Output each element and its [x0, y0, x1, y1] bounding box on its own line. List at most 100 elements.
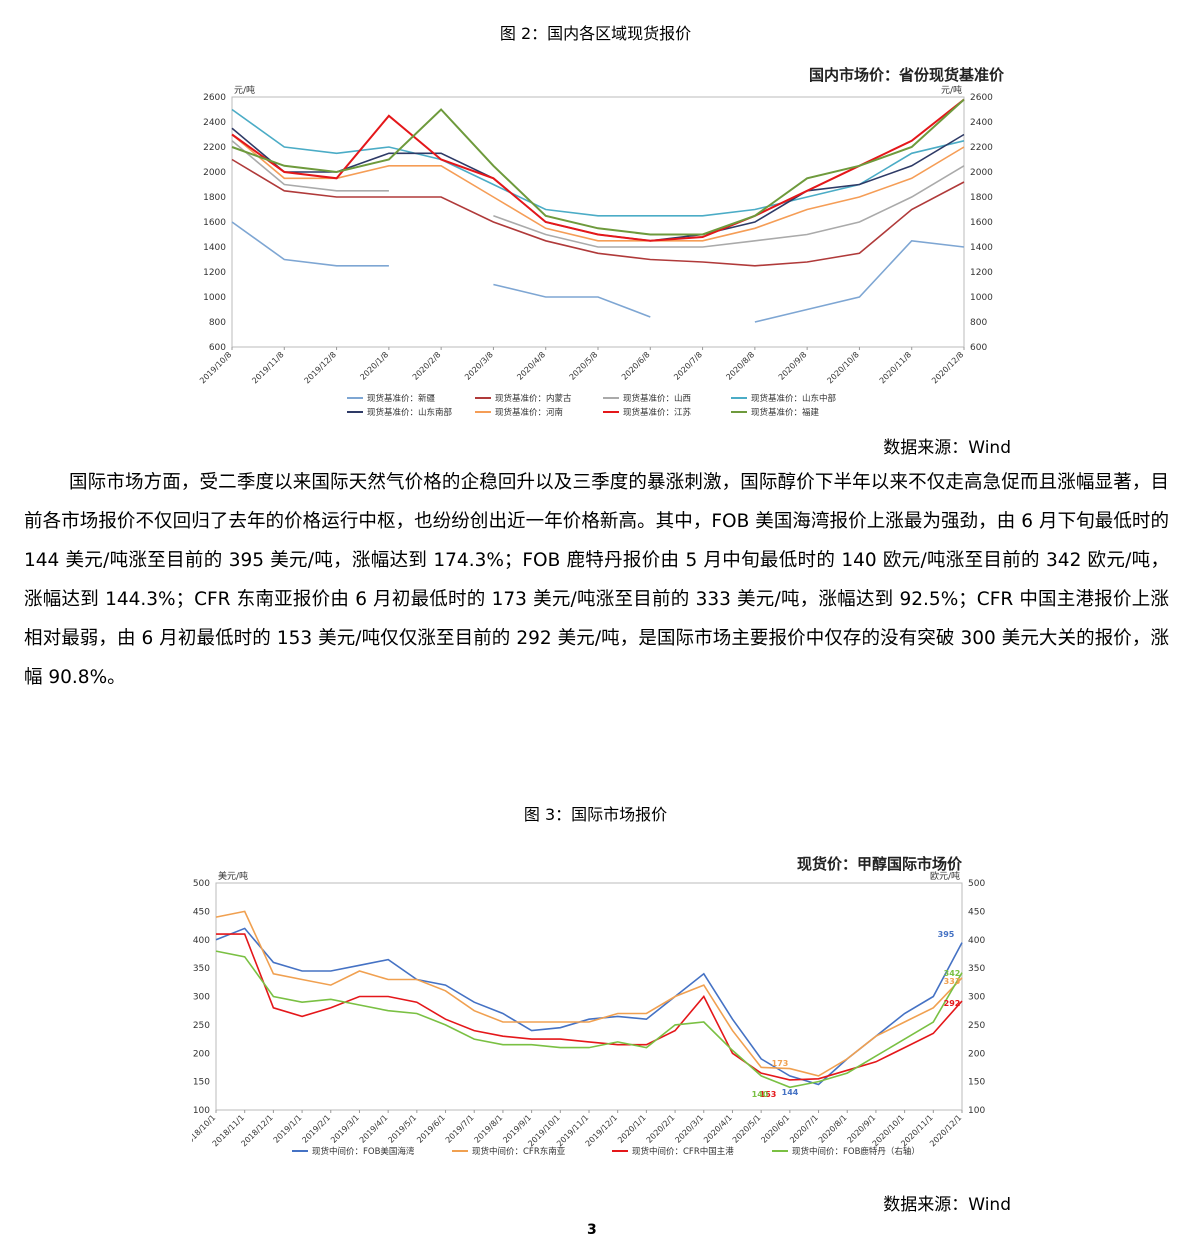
data-annotation: 292 [944, 999, 961, 1008]
legend-label: 现货基准价：山东南部 [367, 407, 453, 418]
y-tick-right-label: 350 [968, 964, 985, 974]
x-tick-label: 2020/1/8 [358, 350, 390, 382]
x-tick-label: 2019/5/1 [386, 1113, 418, 1145]
x-tick-label: 2020/3/1 [673, 1113, 705, 1145]
y-tick-left-label: 1000 [203, 293, 226, 303]
x-tick-label: 2019/11/8 [250, 350, 285, 385]
series-line-8 [231, 98, 965, 236]
x-tick-label: 2020/9/8 [777, 350, 809, 382]
y-tick-left-label: 300 [193, 993, 210, 1003]
domestic-price-chart: 国内市场价：省份现货基准价 元/吨 元/吨 600 600 800 800 1000 1000 1… [192, 60, 1010, 430]
y-axis-right-unit: 欧元/吨 [930, 870, 960, 882]
legend-label: 现货基准价：福建 [751, 407, 820, 418]
page-number: 3 [587, 1222, 597, 1238]
x-tick-label: 2019/6/1 [415, 1113, 447, 1145]
legend-label: 现货中间价：CFR东南亚 [472, 1146, 566, 1157]
x-tick-label: 2019/10/8 [198, 350, 233, 385]
y-tick-right-label: 450 [968, 907, 985, 917]
y-tick-left-label: 200 [193, 1049, 210, 1059]
x-tick-label: 2019/1/1 [272, 1113, 304, 1145]
y-tick-left-label: 250 [193, 1021, 210, 1031]
y-tick-right-label: 2400 [970, 118, 993, 128]
x-tick-label: 2020/2/1 [645, 1113, 677, 1145]
x-tick-label: 2019/7/1 [444, 1113, 476, 1145]
figure-2-caption: 图 2：国内各区域现货报价 [499, 24, 692, 43]
y-tick-left-label: 100 [193, 1106, 210, 1116]
y-tick-right-label: 2000 [970, 168, 993, 178]
y-tick-right-label: 250 [968, 1021, 985, 1031]
y-axis-left-unit: 美元/吨 [218, 870, 248, 882]
series-line-4 [215, 950, 963, 1089]
y-tick-right-label: 1200 [970, 268, 993, 278]
y-tick-right-label: 600 [970, 343, 987, 353]
y-tick-right-label: 1800 [970, 193, 993, 203]
y-tick-right-label: 1400 [970, 243, 993, 253]
series-line-3 [216, 933, 963, 1081]
data-annotation: 140 [752, 1090, 769, 1099]
data-annotation: 144 [782, 1088, 799, 1097]
y-tick-left-label: 1800 [203, 193, 226, 203]
y-tick-left-label: 450 [193, 907, 210, 917]
body-paragraph: 国际市场方面，受二季度以来国际天然气价格的企稳回升以及三季度的暴涨刺激，国际醇价… [24, 472, 1169, 688]
legend-label: 现货基准价：江苏 [623, 407, 692, 418]
y-axis-left-unit: 元/吨 [234, 84, 255, 96]
y-tick-right-label: 200 [968, 1049, 985, 1059]
data-annotation: 333 [944, 977, 961, 986]
plot-area [231, 96, 965, 348]
x-tick-label: 2020/7/1 [788, 1113, 820, 1145]
data-annotation: 342 [944, 969, 961, 978]
x-tick-label: 2019/8/1 [473, 1113, 505, 1145]
series-line-2 [215, 910, 963, 1077]
y-tick-right-label: 500 [968, 879, 985, 889]
y-tick-left-label: 150 [193, 1078, 210, 1088]
legend-label: 现货中间价：FOB鹿特丹（右轴） [792, 1146, 920, 1157]
legend-label: 现货基准价：山东中部 [751, 393, 837, 404]
series-line-3 [231, 140, 965, 248]
x-tick-label: 2020/4/1 [702, 1113, 734, 1145]
series-line-4 [231, 108, 965, 217]
x-tick-label: 2020/5/8 [568, 350, 600, 382]
x-tick-label: 2019/12/8 [303, 350, 338, 385]
y-tick-left-label: 2600 [203, 93, 226, 103]
x-tick-label: 2020/10/8 [825, 350, 860, 385]
x-tick-label: 2020/2/8 [411, 350, 443, 382]
legend-label: 现货基准价：新疆 [367, 393, 436, 404]
y-tick-left-label: 1400 [203, 243, 226, 253]
y-tick-right-label: 2200 [970, 143, 993, 153]
x-tick-label: 2020/11/8 [878, 350, 913, 385]
x-tick-label: 2020/5/1 [731, 1113, 763, 1145]
figure-3-source: 数据来源：Wind [883, 1195, 1011, 1215]
y-tick-left-label: 400 [193, 936, 210, 946]
y-tick-left-label: 350 [193, 964, 210, 974]
y-tick-right-label: 1000 [970, 293, 993, 303]
y-tick-right-label: 300 [968, 993, 985, 1003]
data-annotation: 395 [938, 930, 955, 939]
y-tick-left-label: 1200 [203, 268, 226, 278]
series-line-1 [215, 927, 963, 1086]
y-tick-left-label: 2200 [203, 143, 226, 153]
x-tick-label: 2019/3/1 [329, 1113, 361, 1145]
y-tick-right-label: 150 [968, 1078, 985, 1088]
data-annotation: 173 [772, 1059, 789, 1068]
x-tick-label: 2020/6/8 [620, 350, 652, 382]
plot-area [215, 882, 963, 1111]
x-tick-label: 2020/7/8 [672, 350, 704, 382]
y-tick-left-label: 2400 [203, 118, 226, 128]
x-tick-label: 2020/12/8 [930, 350, 965, 385]
legend-label: 现货中间价：CFR中国主港 [632, 1146, 734, 1157]
figure-2-source: 数据来源：Wind [883, 438, 1011, 458]
y-axis-right-unit: 元/吨 [941, 84, 962, 96]
x-tick-label: 2019/4/1 [358, 1113, 390, 1145]
y-tick-right-label: 100 [968, 1106, 985, 1116]
data-annotation: 153 [760, 1090, 777, 1099]
series-line-2 [231, 158, 965, 267]
international-price-chart: 现货价：甲醇国际市场价 美元/吨 欧元/吨 100 100 150 150 200 200 250… [182, 845, 1010, 1165]
legend-label: 现货基准价：河南 [495, 407, 563, 418]
y-tick-right-label: 400 [968, 936, 985, 946]
y-tick-left-label: 1600 [203, 218, 226, 228]
figure-3-caption: 图 3：国际市场报价 [523, 805, 668, 824]
x-tick-label: 2020/6/1 [759, 1113, 791, 1145]
series-line-7 [231, 98, 965, 242]
